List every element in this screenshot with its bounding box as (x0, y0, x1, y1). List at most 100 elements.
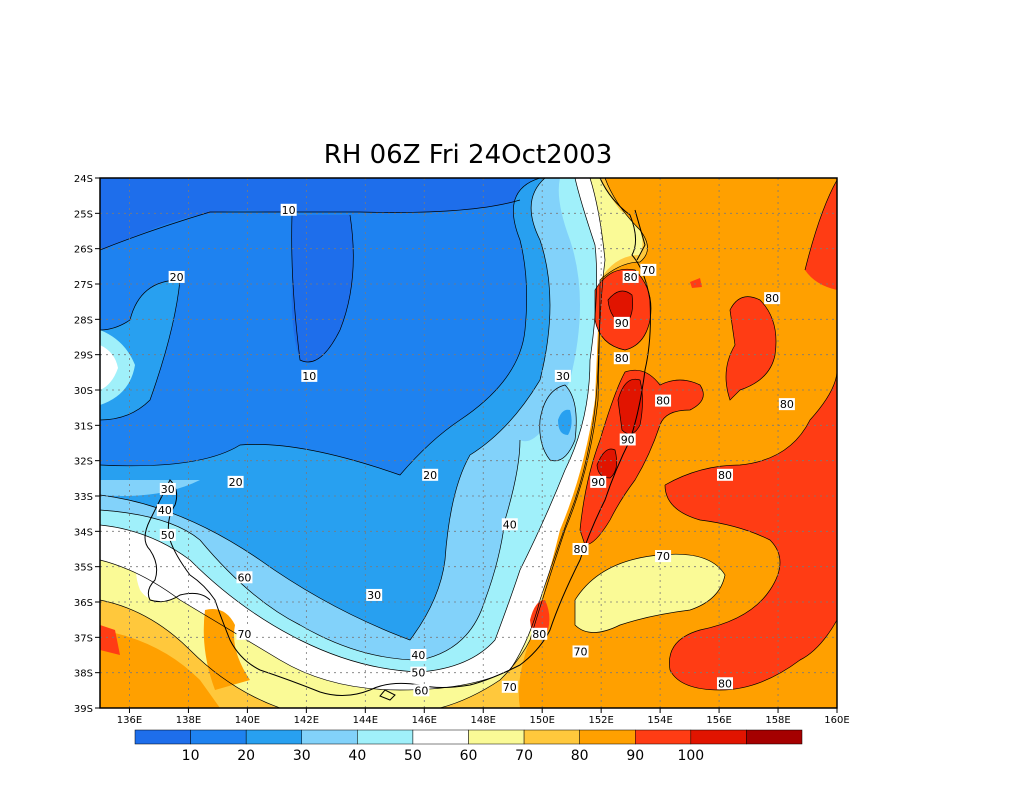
plot-frame (99, 177, 838, 709)
colorbar-swatch (523, 729, 580, 745)
contour-label: 90 (619, 433, 636, 446)
contour-label-box (655, 550, 672, 563)
lat-tick-label: 28S (74, 315, 93, 326)
contour-label: 30 (159, 482, 176, 496)
contour-label-box (778, 398, 795, 411)
contour-label-text: 40 (503, 518, 517, 531)
contour-label-text: 50 (411, 667, 425, 680)
band-20-30-pocket (539, 385, 577, 461)
lon-tick-label: 154E (647, 715, 672, 726)
band-50-60-west (100, 345, 118, 390)
contour-label-text: 80 (780, 398, 794, 411)
contour-label-box (227, 475, 244, 488)
band-0-10 (291, 215, 354, 362)
contour-label-box (655, 394, 672, 407)
contour-label: 10 (280, 203, 297, 217)
filled-contours (100, 178, 837, 708)
lon-tick-label: 138E (176, 715, 201, 726)
contour-label: 30 (366, 588, 383, 602)
contour-label: 80 (716, 677, 733, 690)
contour-label-text: 10 (282, 204, 296, 217)
lat-tick-label: 33S (74, 492, 93, 503)
contour-label: 60 (236, 571, 253, 584)
contour-label-box (531, 627, 548, 640)
contour-label-box (410, 666, 427, 679)
band-90-100 (608, 291, 633, 325)
contour-label-text: 20 (229, 476, 243, 489)
lon-tick-label: 156E (706, 715, 731, 726)
contour-label: 40 (410, 649, 427, 662)
contour-label: 40 (156, 504, 173, 517)
contour-label: 40 (501, 518, 518, 531)
contour-label: 70 (640, 263, 657, 277)
lat-tick-label: 30S (74, 386, 93, 397)
contour-label-text: 80 (615, 352, 629, 365)
lon-tick-label: 136E (117, 715, 142, 726)
colorbar-swatch (190, 729, 247, 745)
contour-label-box (501, 680, 518, 693)
contour-label-box (413, 684, 430, 697)
contour-label-text: 90 (621, 433, 635, 446)
contour-label: 20 (422, 468, 439, 482)
contour-label-text: 70 (656, 550, 670, 563)
contour-label-box (422, 468, 439, 481)
contour-label-box (716, 468, 733, 481)
lon-tick-label: 160E (824, 715, 849, 726)
colorbar-swatch (412, 729, 469, 745)
contour-label-text: 70 (641, 264, 655, 277)
lat-tick-label: 38S (74, 669, 93, 680)
contour-label: 80 (572, 543, 589, 556)
contour-label-text: 10 (302, 370, 316, 383)
lon-tick-label: 144E (353, 715, 378, 726)
band-90-100 (618, 379, 643, 434)
colorbar-label: 40 (348, 748, 366, 764)
contour-label-text: 80 (718, 469, 732, 482)
band-80-90 (100, 625, 120, 655)
contour-label: 60 (413, 684, 430, 697)
contour-label-text: 30 (161, 483, 175, 496)
contour-labels: 10 10 20 20 20 30 30 30 40 40 40 50 50 60 60 70 70 70 70 70… (156, 203, 795, 697)
contour-label-box (764, 292, 781, 305)
contour-label-box (159, 482, 176, 495)
lon-tick-label: 146E (412, 715, 437, 726)
contour-label-box (619, 433, 636, 446)
contour-label-box (236, 627, 253, 640)
contour-label-text: 70 (503, 681, 517, 694)
contour-label: 30 (554, 369, 571, 383)
contour-label-text: 80 (574, 543, 588, 556)
colorbar-label: 70 (515, 748, 533, 764)
contour-label-text: 60 (237, 571, 251, 584)
colorbar-swatch (690, 729, 747, 745)
band-80-90 (690, 278, 702, 288)
colorbar-label: 10 (182, 748, 200, 764)
contour-label-box (554, 369, 571, 382)
band-0-10 (100, 178, 520, 250)
lon-tick-label: 150E (529, 715, 554, 726)
contour-label-box (168, 270, 185, 283)
contour-label-box (572, 543, 589, 555)
contour-label-text: 20 (170, 271, 184, 284)
band-90-100 (597, 449, 617, 478)
colorbar-label: 20 (237, 748, 255, 764)
contour-label-box (640, 263, 657, 276)
band-80-90 (530, 600, 550, 637)
colorbar-swatch (468, 729, 525, 745)
band-80-90 (805, 180, 837, 290)
contour-label: 80 (531, 627, 548, 641)
contour-label: 80 (622, 270, 639, 284)
contour-label: 50 (410, 666, 427, 680)
contour-label-box (410, 649, 427, 661)
contour-label-box (622, 270, 639, 283)
lon-tick-label: 158E (765, 715, 790, 726)
colorbar-swatch (635, 729, 692, 745)
contour-label: 20 (227, 475, 244, 489)
lat-tick-label: 31S (74, 421, 93, 432)
contour-label-text: 70 (237, 628, 251, 641)
lat-lon-grid (100, 178, 837, 708)
contour-label-text: 80 (624, 271, 638, 284)
contour-label: 80 (778, 398, 795, 411)
colorbar-swatch (746, 729, 803, 745)
contour-label-text: 70 (574, 645, 588, 658)
band-50-60-west (136, 546, 184, 602)
lat-tick-label: 36S (74, 598, 93, 609)
